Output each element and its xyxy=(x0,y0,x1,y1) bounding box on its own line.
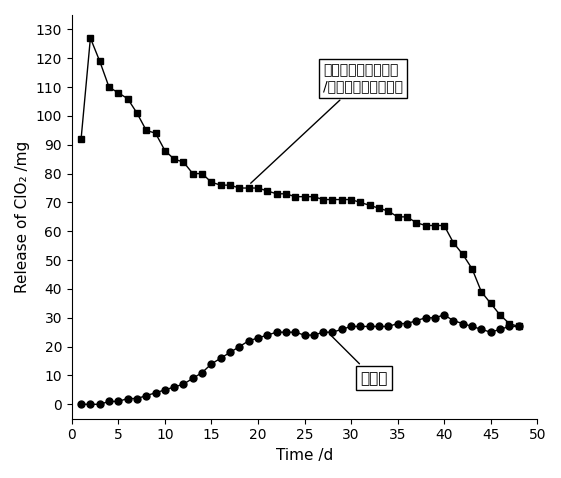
Text: 本发明: 本发明 xyxy=(330,334,388,386)
Text: 二氧化氯缓释放树脂
/柠檬酸粉混合水溶液: 二氧化氯缓释放树脂 /柠檬酸粉混合水溶液 xyxy=(251,64,403,183)
Y-axis label: Release of ClO₂ /mg: Release of ClO₂ /mg xyxy=(15,141,30,293)
X-axis label: Time /d: Time /d xyxy=(276,448,333,463)
